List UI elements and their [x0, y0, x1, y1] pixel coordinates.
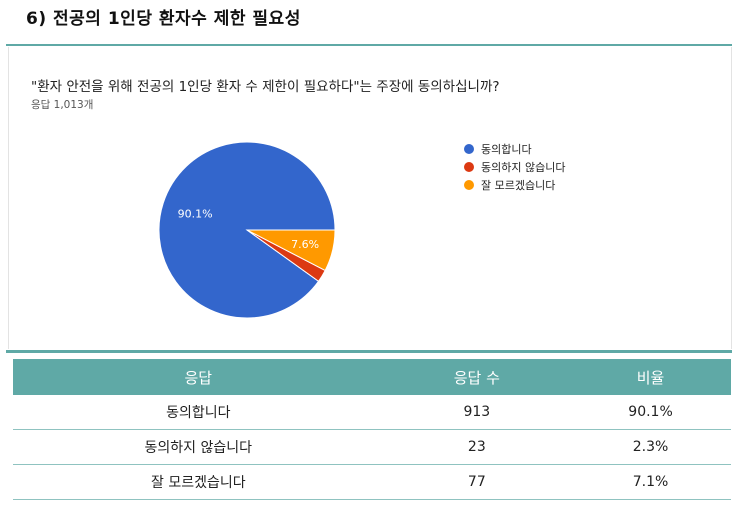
table-header-row: 응답 응답 수 비율: [13, 359, 731, 395]
cell-response: 잘 모르겠습니다: [13, 464, 384, 500]
chart-card: [8, 47, 732, 349]
legend-label: 동의합니다: [481, 143, 532, 156]
legend-label: 잘 모르겠습니다: [481, 179, 556, 192]
pie-slice-unsure: [246, 229, 336, 272]
legend-label: 동의하지 않습니다: [481, 161, 566, 174]
survey-question: "환자 안전을 위해 전공의 1인당 환자 수 제한이 필요하다"는 주장에 동…: [31, 79, 500, 95]
legend-swatch: [464, 162, 474, 172]
column-header-ratio: 비율: [570, 359, 731, 395]
column-header-count: 응답 수: [383, 359, 571, 395]
column-header-response: 응답: [13, 359, 384, 395]
cell-ratio: 7.1%: [570, 464, 731, 500]
pie-value-label: 90.1%: [178, 207, 213, 220]
legend-item-unsure: 잘 모르겠습니다: [464, 176, 565, 194]
bottom-divider: [6, 350, 732, 353]
cell-count: 77: [383, 464, 571, 500]
section-title: 6) 전공의 1인당 환자수 제한 필요성: [26, 9, 301, 29]
legend-swatch: [464, 144, 474, 154]
cell-response: 동의하지 않습니다: [13, 429, 384, 465]
legend-item-disagree: 동의하지 않습니다: [464, 158, 565, 176]
chart-legend: 동의합니다 동의하지 않습니다 잘 모르겠습니다: [464, 140, 565, 194]
table-row: 동의하지 않습니다 23 2.3%: [13, 429, 731, 465]
response-count: 응답 1,013개: [31, 99, 94, 111]
table-row: 동의합니다 913 90.1%: [13, 395, 731, 430]
pie-value-label: 7.6%: [291, 238, 319, 251]
results-table: 응답 응답 수 비율 동의합니다 913 90.1% 동의하지 않습니다 23 …: [13, 359, 731, 500]
table-row: 잘 모르겠습니다 77 7.1%: [13, 464, 731, 500]
cell-count: 23: [383, 429, 571, 465]
cell-ratio: 90.1%: [570, 395, 731, 430]
legend-swatch: [464, 180, 474, 190]
legend-item-agree: 동의합니다: [464, 140, 565, 158]
top-divider: [6, 44, 732, 46]
cell-count: 913: [383, 395, 571, 430]
cell-ratio: 2.3%: [570, 429, 731, 465]
cell-response: 동의합니다: [13, 395, 384, 430]
